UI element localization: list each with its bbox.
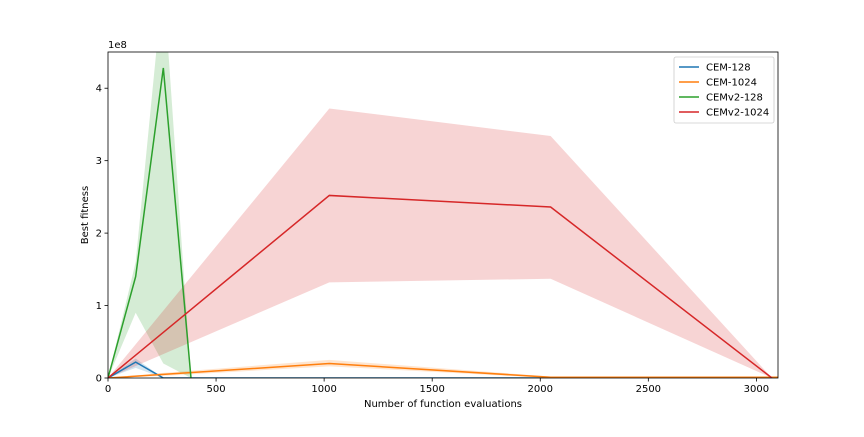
band-cemv2-128 (108, 52, 191, 378)
series-line-cem-1024 (108, 362, 778, 378)
y-tick-label: 1 (96, 301, 102, 312)
y-tick-label: 3 (96, 156, 102, 167)
plot-frame (107, 51, 779, 379)
legend-box (673, 56, 775, 124)
band-cem-1024 (108, 359, 778, 378)
x-tick-label: 0 (105, 384, 111, 395)
y-tick-label: 2 (96, 229, 102, 240)
series-line-cemv2-128 (108, 67, 192, 378)
y-tick-label: 4 (96, 84, 102, 95)
x-axis-label: Number of function evaluations (364, 399, 522, 410)
series-line-cem-128 (108, 361, 778, 378)
band-cemv2-1024 (108, 108, 772, 378)
x-tick-label: 1000 (311, 384, 336, 395)
legend: CEM-128 CEM-1024 CEMv2-128 CEMv2-1024 (673, 56, 775, 124)
band-cem-128 (108, 358, 778, 378)
x-tick-label: 2000 (528, 384, 553, 395)
legend-label: CEMv2-1024 (706, 108, 769, 119)
x-tick-label: 1500 (419, 384, 444, 395)
x-tick-label: 3000 (744, 384, 769, 395)
y-axis-label: Best fitness (80, 186, 91, 244)
legend-label: CEMv2-128 (706, 93, 763, 104)
x-tick-label: 2500 (636, 384, 661, 395)
legend-label: CEM-128 (706, 63, 751, 74)
y-scale-offset-label: 1e8 (108, 40, 127, 51)
y-tick-label: 0 (96, 374, 102, 385)
x-tick-label: 500 (207, 384, 226, 395)
legend-label: CEM-1024 (706, 78, 757, 89)
series-line-cemv2-1024 (108, 194, 773, 378)
